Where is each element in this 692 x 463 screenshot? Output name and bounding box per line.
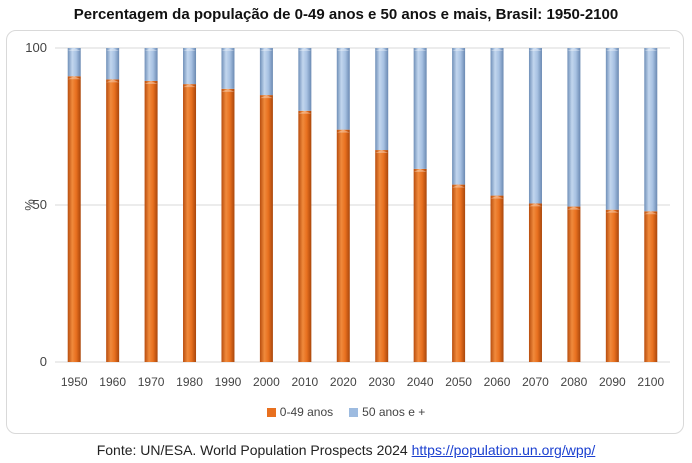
legend-label: 0-49 anos (279, 405, 334, 419)
bar-bevel (106, 79, 120, 83)
bar-bevel (528, 203, 542, 207)
bar-old-1950 (67, 48, 81, 77)
legend-item: 50 anos e + (349, 405, 425, 419)
source-text: Fonte: UN/ESA. World Population Prospect… (96, 442, 412, 458)
bar-young-2050 (452, 184, 466, 362)
bar-bevel (298, 110, 312, 114)
x-tick-label: 1950 (61, 375, 88, 389)
bar-old-2020 (336, 48, 350, 130)
legend-swatch (266, 407, 276, 417)
y-tick-label: 0 (40, 354, 47, 369)
bar-bevel (259, 95, 273, 99)
bar-bevel (183, 84, 197, 88)
bar-bevel (144, 48, 158, 51)
bar-bevel (567, 48, 581, 51)
legend: 0-49 anos 50 anos e + (0, 405, 692, 420)
bar-bevel (528, 48, 542, 51)
bar-bevel (67, 76, 81, 80)
bar-old-2090 (605, 48, 619, 210)
bar-bevel (452, 48, 466, 51)
x-tick-label: 2100 (637, 375, 664, 389)
bar-young-2090 (605, 209, 619, 362)
bar-young-1980 (183, 84, 197, 363)
bar-young-2080 (567, 206, 581, 362)
legend-swatch (349, 407, 359, 417)
bar-young-1970 (144, 80, 158, 362)
bar-young-1960 (106, 79, 120, 363)
bar-old-2080 (567, 48, 581, 207)
bar-young-2060 (490, 195, 504, 362)
bar-young-1990 (221, 88, 235, 362)
bar-bevel (375, 48, 389, 51)
x-tick-label: 2040 (407, 375, 434, 389)
legend-item: 0-49 anos (266, 405, 334, 419)
bar-bevel (106, 48, 120, 51)
bar-young-2030 (375, 150, 389, 362)
source-link[interactable]: https://population.un.org/wpp/ (411, 442, 596, 458)
x-tick-label: 2080 (561, 375, 588, 389)
bar-bevel (259, 48, 273, 51)
bar-old-2060 (490, 48, 504, 196)
bar-old-2030 (375, 48, 389, 151)
bar-old-2000 (259, 48, 273, 96)
x-tick-label: 1990 (215, 375, 242, 389)
bar-bevel (605, 209, 619, 213)
bar-young-2040 (413, 168, 427, 362)
bar-old-2050 (452, 48, 466, 185)
x-tick-label: 2020 (330, 375, 357, 389)
bar-young-2000 (259, 95, 273, 362)
legend-label: 50 anos e + (362, 405, 426, 419)
y-axis-label: % (22, 199, 37, 211)
bar-bevel (644, 211, 658, 215)
bar-bevel (221, 48, 235, 51)
x-tick-label: 2060 (484, 375, 511, 389)
y-tick-label: 100 (25, 40, 47, 55)
x-tick-label: 2010 (291, 375, 318, 389)
bar-young-1950 (67, 76, 81, 362)
bar-old-2040 (413, 48, 427, 169)
bar-bevel (336, 129, 350, 133)
x-tick-label: 2000 (253, 375, 280, 389)
bar-old-1970 (144, 48, 158, 81)
source-note: Fonte: UN/ESA. World Population Prospect… (0, 442, 692, 458)
bar-bevel (490, 48, 504, 51)
bar-bevel (452, 184, 466, 188)
bar-bevel (183, 48, 197, 51)
bar-bevel (144, 80, 158, 84)
bar-bevel (413, 48, 427, 51)
bar-bevel (221, 88, 235, 92)
bar-bevel (298, 48, 312, 51)
bar-bevel (336, 48, 350, 51)
y-tick-label: 50 (33, 197, 47, 212)
bar-young-2100 (644, 211, 658, 362)
x-tick-label: 2090 (599, 375, 626, 389)
bar-old-2010 (298, 48, 312, 111)
bar-bevel (375, 150, 389, 154)
bar-bevel (605, 48, 619, 51)
bar-old-1990 (221, 48, 235, 89)
bar-old-1960 (106, 48, 120, 80)
bar-bevel (490, 195, 504, 199)
bar-young-2010 (298, 110, 312, 362)
x-tick-label: 2050 (445, 375, 472, 389)
bar-old-2100 (644, 48, 658, 212)
bar-bevel (567, 206, 581, 210)
x-tick-label: 1980 (176, 375, 203, 389)
bar-old-2070 (528, 48, 542, 204)
bar-bevel (67, 48, 81, 51)
x-tick-label: 1960 (99, 375, 126, 389)
bar-bevel (413, 168, 427, 172)
bar-young-2020 (336, 129, 350, 362)
chart-plot: 0 50 100% 1950 1960 1970 1980 1990 2000 2010 2020 2… (22, 40, 670, 389)
x-tick-label: 2070 (522, 375, 549, 389)
bar-old-1980 (183, 48, 197, 85)
x-tick-label: 2030 (368, 375, 395, 389)
x-tick-label: 1970 (138, 375, 165, 389)
bar-bevel (644, 48, 658, 51)
bar-young-2070 (528, 203, 542, 362)
chart-title: Percentagem da população de 0-49 anos e … (73, 6, 619, 23)
